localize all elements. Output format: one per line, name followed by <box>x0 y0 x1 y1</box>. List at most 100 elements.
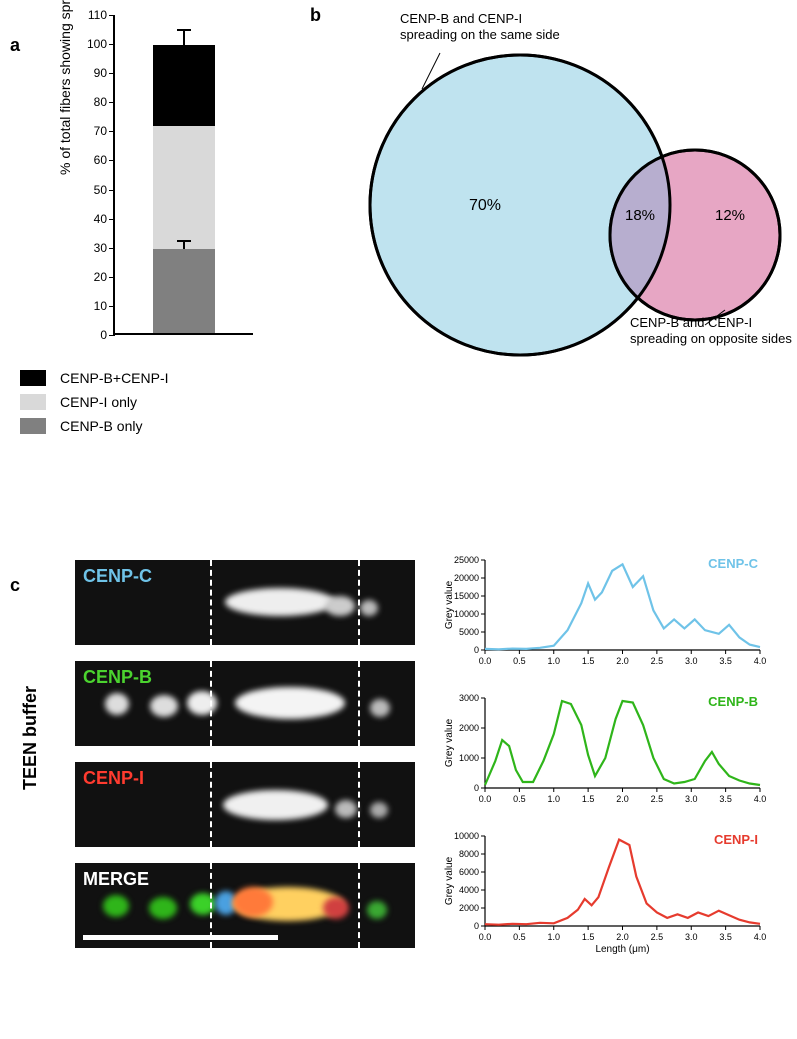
venn-right-caption: CENP-B and CENP-Ispreading on opposite s… <box>630 315 797 348</box>
svg-text:1.5: 1.5 <box>582 656 595 666</box>
micrograph: CENP-B <box>75 661 415 746</box>
svg-text:1000: 1000 <box>459 753 479 763</box>
y-tick-label: 60 <box>77 153 107 167</box>
svg-text:0: 0 <box>474 783 479 793</box>
legend-row: CENP-B only <box>20 418 169 434</box>
bar-stack <box>153 45 215 333</box>
svg-text:0.0: 0.0 <box>479 656 492 666</box>
line-chart: 0 1000 2000 3000 0.0 0.5 1.0 1.5 2.0 2.5 3.0 3.5 4.0… <box>440 688 770 816</box>
y-tick-label: 80 <box>77 95 107 109</box>
svg-text:3.0: 3.0 <box>685 932 698 942</box>
panel-a: a % of total fibers showing spreading 01… <box>20 10 300 480</box>
svg-text:0.5: 0.5 <box>513 932 526 942</box>
svg-text:2.5: 2.5 <box>651 932 664 942</box>
bar-legend: CENP-B+CENP-I CENP-I only CENP-B only <box>20 370 169 442</box>
bar-segment <box>153 249 215 333</box>
panel-b-label: b <box>310 5 321 26</box>
scale-bar <box>83 935 278 940</box>
svg-text:Length (μm): Length (μm) <box>595 944 649 954</box>
svg-text:0.5: 0.5 <box>513 656 526 666</box>
legend-swatch <box>20 394 46 410</box>
svg-text:2000: 2000 <box>459 723 479 733</box>
svg-text:3000: 3000 <box>459 693 479 703</box>
venn-left-caption: CENP-B and CENP-Ispreading on the same s… <box>400 11 600 44</box>
svg-text:4.0: 4.0 <box>754 794 767 804</box>
legend-swatch <box>20 370 46 386</box>
svg-text:4000: 4000 <box>459 885 479 895</box>
bar-plot-area: 0102030405060708090100110 <box>113 15 253 335</box>
y-tick-label: 100 <box>77 37 107 51</box>
y-tick-label: 10 <box>77 299 107 313</box>
svg-text:3.5: 3.5 <box>719 794 732 804</box>
series-label: CENP-B <box>708 694 758 709</box>
bar-segment <box>153 126 215 248</box>
svg-text:10000: 10000 <box>454 831 479 841</box>
y-tick-label: 30 <box>77 241 107 255</box>
svg-text:3.0: 3.0 <box>685 794 698 804</box>
svg-text:2.5: 2.5 <box>651 794 664 804</box>
y-tick-label: 70 <box>77 124 107 138</box>
legend-row: CENP-B+CENP-I <box>20 370 169 386</box>
panel-c-label: c <box>10 575 20 596</box>
svg-text:0: 0 <box>474 921 479 931</box>
panel-c-side-label: TEEN buffer <box>20 686 41 790</box>
svg-text:2.5: 2.5 <box>651 656 664 666</box>
line-charts-column: 05000100001500020000250000.00.51.01.52.0… <box>440 550 780 964</box>
svg-text:3.5: 3.5 <box>719 932 732 942</box>
svg-text:0: 0 <box>474 645 479 655</box>
y-axis-title: % of total fibers showing spreading <box>57 0 73 175</box>
y-tick-label: 90 <box>77 66 107 80</box>
panel-a-label: a <box>10 35 20 56</box>
svg-text:5000: 5000 <box>459 627 479 637</box>
micrograph-label: CENP-I <box>83 768 144 789</box>
svg-text:2.0: 2.0 <box>616 656 629 666</box>
svg-text:8000: 8000 <box>459 849 479 859</box>
micrograph-label: MERGE <box>83 869 149 890</box>
svg-text:10000: 10000 <box>454 609 479 619</box>
line-chart: 0 5000 10000 15000 20000 25000 0.0 0.5 1.0 1.5 2.0… <box>440 550 770 678</box>
svg-text:1.5: 1.5 <box>582 794 595 804</box>
micrograph-column: CENP-C CENP-B CENP-I MERGE <box>75 560 415 964</box>
svg-text:4.0: 4.0 <box>754 932 767 942</box>
legend-text: CENP-I only <box>60 394 137 410</box>
series-label: CENP-I <box>714 832 758 847</box>
y-tick-label: 50 <box>77 183 107 197</box>
svg-text:1.0: 1.0 <box>547 794 560 804</box>
legend-text: CENP-B+CENP-I <box>60 370 169 386</box>
y-tick-label: 0 <box>77 328 107 342</box>
svg-text:18%: 18% <box>625 207 655 224</box>
svg-text:1.5: 1.5 <box>582 932 595 942</box>
legend-swatch <box>20 418 46 434</box>
legend-row: CENP-I only <box>20 394 169 410</box>
svg-text:1.0: 1.0 <box>547 932 560 942</box>
svg-text:3.5: 3.5 <box>719 656 732 666</box>
svg-text:2000: 2000 <box>459 903 479 913</box>
legend-text: CENP-B only <box>60 418 142 434</box>
svg-text:15000: 15000 <box>454 591 479 601</box>
panel-c: c TEEN buffer CENP-CCENP-BCENP-IMERGE 05… <box>20 560 780 1030</box>
line-chart: 0 2000 4000 6000 8000 10000 0.0 0.5 1.0 1.5 2.0 2.5… <box>440 826 770 954</box>
svg-text:0.5: 0.5 <box>513 794 526 804</box>
micrograph-label: CENP-C <box>83 566 152 587</box>
y-tick-label: 40 <box>77 212 107 226</box>
svg-text:3.0: 3.0 <box>685 656 698 666</box>
svg-text:0.0: 0.0 <box>479 932 492 942</box>
svg-text:Grey value: Grey value <box>444 580 455 629</box>
svg-text:2.0: 2.0 <box>616 932 629 942</box>
svg-text:2.0: 2.0 <box>616 794 629 804</box>
micrograph-label: CENP-B <box>83 667 152 688</box>
svg-text:6000: 6000 <box>459 867 479 877</box>
svg-text:20000: 20000 <box>454 573 479 583</box>
svg-text:4.0: 4.0 <box>754 656 767 666</box>
svg-text:1.0: 1.0 <box>547 656 560 666</box>
svg-text:25000: 25000 <box>454 555 479 565</box>
series-label: CENP-C <box>708 556 758 571</box>
svg-text:Grey value: Grey value <box>444 718 455 767</box>
svg-text:70%: 70% <box>469 197 501 214</box>
bar-chart: % of total fibers showing spreading 0102… <box>65 15 255 335</box>
svg-text:Grey value: Grey value <box>444 856 455 905</box>
panel-b: b 70%18%12% CENP-B and CENP-Ispreading o… <box>310 5 790 385</box>
svg-text:0.0: 0.0 <box>479 794 492 804</box>
micrograph: CENP-C <box>75 560 415 645</box>
y-tick-label: 20 <box>77 270 107 284</box>
